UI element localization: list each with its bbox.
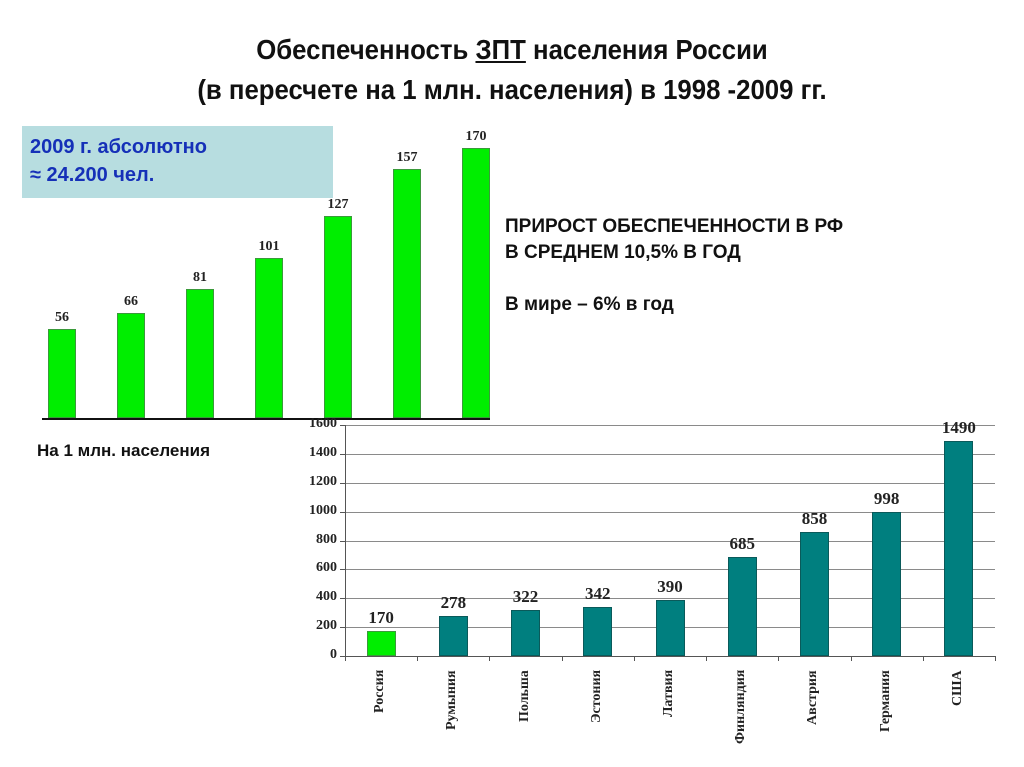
absolute-count-box: 2009 г. абсолютно ≈ 24.200 чел. — [22, 126, 333, 198]
category-label: Австрия — [805, 670, 821, 725]
category-label: США — [949, 670, 965, 706]
value-label: 101 — [258, 238, 280, 254]
x-tick-mark — [345, 656, 346, 661]
bar — [511, 609, 541, 656]
infobox-line-1: 2009 г. абсолютно — [30, 136, 207, 158]
category-label: Эстония — [588, 669, 604, 723]
y-axis — [345, 425, 346, 656]
x-axis — [345, 656, 995, 657]
bar — [872, 511, 902, 656]
gridline — [345, 482, 995, 484]
category-label: Германия — [877, 670, 893, 732]
russia-growth-chart: 56 66 81 101 127 157 170 — [42, 129, 490, 420]
bar — [799, 532, 829, 656]
y-tick-mark — [340, 453, 345, 455]
value-label: 170 — [368, 608, 394, 628]
gridline — [345, 425, 995, 426]
y-tick-label: 1400 — [309, 444, 337, 460]
y-tick-mark — [340, 482, 345, 484]
y-tick-label: 800 — [316, 531, 337, 547]
y-tick-label: 200 — [316, 618, 337, 634]
y-tick-label: 600 — [316, 560, 337, 576]
bar — [255, 257, 283, 418]
y-tick-label: 1600 — [309, 416, 337, 431]
gridline — [345, 453, 995, 455]
y-tick-label: 400 — [316, 589, 337, 605]
y-tick-mark — [340, 569, 345, 571]
bar — [438, 615, 468, 656]
value-label: 322 — [512, 586, 539, 606]
value-label: 278 — [440, 592, 467, 612]
bar — [727, 557, 757, 656]
y-tick-label: 1000 — [309, 502, 337, 518]
bar — [655, 599, 685, 656]
bar — [324, 216, 352, 418]
page-title: Обеспеченность ЗПТ населения России (в п… — [41, 30, 983, 110]
value-label: 127 — [327, 197, 349, 213]
value-label: 1490 — [941, 417, 976, 437]
bar — [944, 440, 974, 656]
per-million-label: На 1 млн. населения — [37, 441, 211, 460]
y-tick-mark — [340, 627, 345, 629]
x-tick-mark — [922, 656, 924, 661]
y-tick-label: 0 — [330, 647, 337, 662]
baseline — [42, 418, 490, 420]
value-label: 858 — [801, 509, 828, 529]
value-label: 170 — [465, 129, 487, 144]
world-note: В мире – 6% в год — [505, 294, 674, 315]
x-tick-mark — [778, 656, 780, 661]
bar — [366, 631, 396, 656]
infobox-line-2: ≈ 24.200 чел. — [30, 164, 155, 186]
title-underlined-term: ЗПТ — [475, 34, 526, 65]
category-label: Финляндия — [733, 669, 749, 744]
value-label: 56 — [55, 310, 69, 326]
category-label: Россия — [372, 669, 388, 713]
x-tick-mark — [489, 656, 491, 661]
category-label: Латвия — [661, 669, 676, 717]
bar — [393, 168, 421, 418]
bar — [583, 606, 613, 656]
x-tick-mark — [633, 656, 635, 661]
x-tick-mark — [706, 656, 708, 661]
x-tick-mark — [995, 656, 996, 661]
category-label: Польша — [516, 670, 532, 722]
value-label: 998 — [873, 488, 900, 508]
x-tick-mark — [850, 656, 852, 661]
title-line-2: (в пересчете на 1 млн. населения) в 1998… — [197, 74, 827, 105]
gridline — [345, 511, 995, 513]
category-label: Румыния — [444, 670, 460, 730]
value-label: 342 — [585, 583, 611, 603]
value-label: 66 — [124, 294, 138, 310]
bar — [186, 289, 214, 418]
bar — [117, 313, 145, 418]
y-tick-mark — [340, 511, 345, 513]
gridline — [345, 569, 995, 571]
title-line-1: Обеспеченность ЗПТ населения России — [256, 34, 768, 65]
growth-note: ПРИРОСТ ОБЕСПЕЧЕННОСТИ В РФ В СРЕДНЕМ 10… — [505, 216, 844, 263]
x-tick-mark — [561, 656, 563, 661]
value-label: 685 — [729, 534, 755, 554]
y-tick-mark — [340, 598, 345, 600]
value-label: 390 — [657, 576, 683, 596]
y-tick-label: 1200 — [309, 473, 337, 489]
value-label: 81 — [193, 270, 207, 286]
y-tick-mark — [340, 656, 345, 657]
x-tick-mark — [417, 656, 419, 661]
value-label: 157 — [396, 149, 418, 165]
y-tick-mark — [340, 425, 345, 426]
gridline — [345, 540, 995, 542]
y-tick-mark — [340, 540, 345, 542]
bar — [48, 329, 76, 418]
bar — [462, 148, 490, 418]
gridline — [345, 598, 995, 600]
